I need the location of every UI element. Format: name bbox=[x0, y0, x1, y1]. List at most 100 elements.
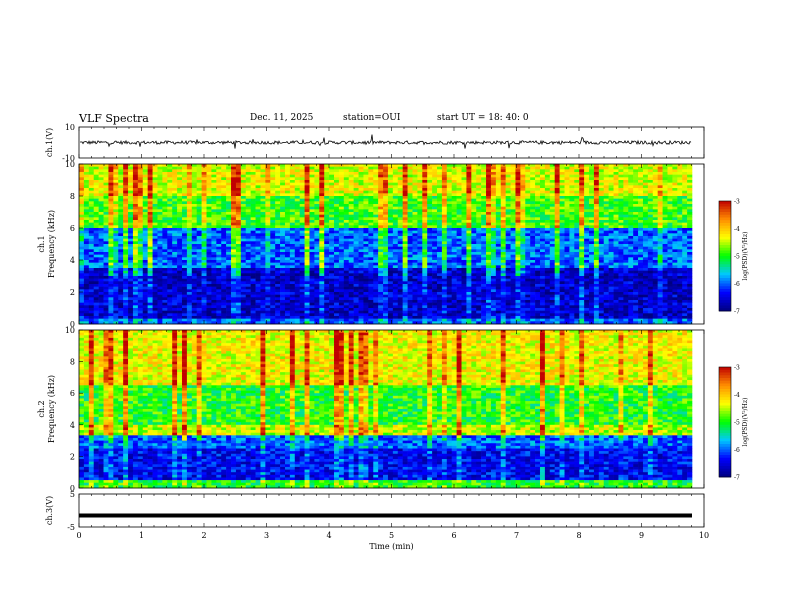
spectrogram-cell bbox=[427, 177, 433, 181]
spectrogram-cell bbox=[535, 177, 541, 181]
spectrogram-cell bbox=[392, 177, 399, 181]
spectrogram-cell bbox=[270, 206, 276, 210]
spectrogram-cell bbox=[422, 185, 428, 189]
spectrogram-cell bbox=[329, 252, 335, 255]
spectrogram-cell bbox=[427, 185, 433, 189]
spectrogram-cell bbox=[490, 166, 497, 170]
spectrogram-cell bbox=[137, 217, 144, 221]
spectrogram-cell bbox=[549, 185, 555, 189]
spectrogram-cell bbox=[294, 182, 300, 186]
spectrogram-cell bbox=[687, 246, 693, 250]
spectrogram-cell bbox=[515, 222, 521, 226]
spectrogram-cell bbox=[373, 257, 379, 261]
spectrogram-cell bbox=[495, 262, 502, 266]
spectrogram-cell bbox=[623, 260, 629, 263]
spectrogram-cell bbox=[172, 228, 178, 231]
spectrogram-cell bbox=[137, 169, 144, 173]
spectrogram-cell bbox=[88, 244, 95, 247]
spectrogram-cell bbox=[181, 185, 188, 189]
spectrogram-cell bbox=[657, 214, 663, 218]
spectrogram-cell bbox=[284, 185, 291, 189]
spectrogram-cell bbox=[363, 198, 369, 202]
spectrogram-cell bbox=[589, 206, 595, 210]
spectrogram-cell bbox=[142, 214, 148, 218]
spectrogram-cell bbox=[196, 214, 202, 218]
spectrogram-cell bbox=[128, 214, 134, 218]
spectrogram-cell bbox=[113, 204, 119, 207]
spectrogram-cell bbox=[79, 172, 85, 175]
spectrogram-cell bbox=[172, 206, 178, 210]
spectrogram-cell bbox=[647, 241, 654, 245]
spectrogram-cell bbox=[309, 217, 315, 221]
spectrogram-cell bbox=[79, 257, 85, 261]
spectrogram-cell bbox=[564, 182, 570, 186]
spectrogram-cell bbox=[314, 230, 320, 234]
spectrogram-cell bbox=[363, 188, 369, 191]
spectrogram-cell bbox=[500, 164, 506, 167]
spectrogram-cell bbox=[260, 260, 266, 263]
spectrogram-cell bbox=[368, 180, 374, 183]
spectrogram-cell bbox=[412, 212, 418, 215]
spectrogram-cell bbox=[495, 228, 502, 231]
spectrogram-cell bbox=[284, 228, 291, 231]
spectrogram-cell bbox=[211, 177, 217, 181]
spectrogram-cell bbox=[505, 228, 511, 231]
spectrogram-cell bbox=[304, 260, 310, 263]
spectrogram-cell bbox=[432, 193, 438, 197]
spectrogram-cell bbox=[608, 198, 614, 202]
spectrogram-cell bbox=[162, 246, 168, 250]
spectrogram-cell bbox=[113, 201, 119, 205]
spectrogram-cell bbox=[118, 257, 124, 261]
spectrogram-cell bbox=[113, 180, 119, 183]
spectrogram-cell bbox=[500, 193, 506, 197]
spectrogram-cell bbox=[157, 257, 163, 261]
spectrogram-cell bbox=[520, 198, 526, 202]
spectrogram-cell bbox=[83, 220, 90, 223]
spectrogram-cell bbox=[280, 172, 286, 175]
spectrogram-cell bbox=[128, 220, 134, 223]
spectrogram-cell bbox=[280, 188, 286, 191]
spectrogram-cell bbox=[142, 172, 148, 175]
spectrogram-cell bbox=[584, 196, 590, 199]
spectrogram-cell bbox=[520, 166, 526, 170]
spectrogram-cell bbox=[682, 174, 688, 178]
spectrogram-cell bbox=[314, 185, 320, 189]
spectrogram-cell bbox=[638, 233, 644, 237]
spectrogram-cell bbox=[564, 166, 570, 170]
spectrogram-cell bbox=[265, 238, 271, 242]
spectrogram-cell bbox=[657, 177, 663, 181]
spectrogram-cell bbox=[618, 188, 624, 191]
spectrogram-cell bbox=[93, 228, 99, 231]
spectrogram-cell bbox=[123, 225, 129, 229]
spectrogram-cell bbox=[495, 241, 502, 245]
spectrogram-cell bbox=[191, 241, 197, 245]
spectrogram-cell bbox=[677, 244, 683, 247]
spectrogram-cell bbox=[270, 182, 276, 186]
spectrogram-cell bbox=[402, 230, 408, 234]
spectrogram-cell bbox=[314, 204, 320, 207]
spectrogram-cell bbox=[294, 262, 300, 266]
spectrogram-cell bbox=[515, 188, 521, 191]
spectrogram-cell bbox=[608, 233, 614, 237]
spectrogram-cell bbox=[402, 180, 408, 183]
spectrogram-cell bbox=[490, 252, 497, 255]
spectrogram-cell bbox=[544, 233, 551, 237]
spectrogram-cell bbox=[682, 190, 688, 194]
spectrogram-cell bbox=[206, 222, 212, 226]
spectrogram-cell bbox=[402, 265, 408, 269]
spectrogram-cell bbox=[677, 238, 683, 242]
spectrogram-cell bbox=[638, 172, 644, 175]
spectrogram-cell bbox=[162, 262, 168, 266]
spectrogram-cell bbox=[633, 169, 639, 173]
spectrogram-cell bbox=[167, 166, 173, 170]
spectrogram-cell bbox=[633, 236, 639, 239]
spectrogram-cell bbox=[456, 246, 462, 250]
spectrogram-cell bbox=[495, 204, 502, 207]
spectrogram-cell bbox=[284, 204, 291, 207]
spectrogram-cell bbox=[123, 262, 129, 266]
spectrogram-cell bbox=[461, 214, 467, 218]
spectrogram-cell bbox=[564, 265, 570, 269]
spectrogram-cell bbox=[108, 182, 114, 186]
spectrogram-cell bbox=[378, 209, 384, 213]
spectrogram-cell bbox=[162, 209, 168, 213]
